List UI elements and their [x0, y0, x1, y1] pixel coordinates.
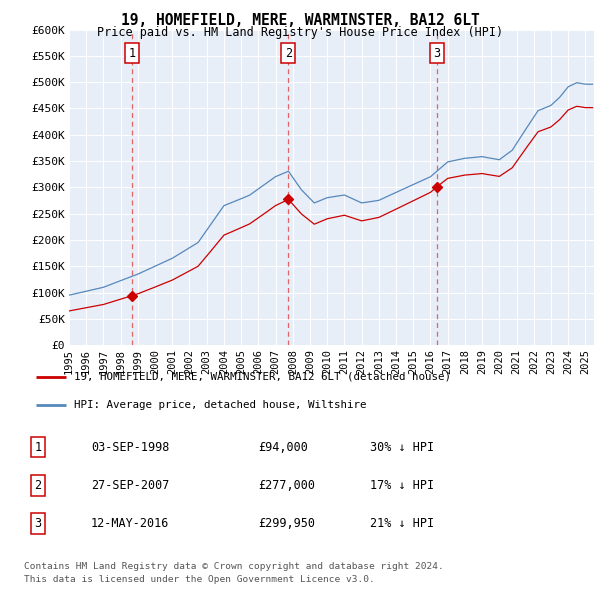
Text: Price paid vs. HM Land Registry's House Price Index (HPI): Price paid vs. HM Land Registry's House … — [97, 26, 503, 39]
Text: 21% ↓ HPI: 21% ↓ HPI — [370, 517, 434, 530]
Text: 27-SEP-2007: 27-SEP-2007 — [91, 478, 169, 492]
Text: 03-SEP-1998: 03-SEP-1998 — [91, 441, 169, 454]
Text: 1: 1 — [34, 441, 41, 454]
Text: 19, HOMEFIELD, MERE, WARMINSTER, BA12 6LT (detached house): 19, HOMEFIELD, MERE, WARMINSTER, BA12 6L… — [74, 372, 451, 382]
Text: £299,950: £299,950 — [259, 517, 316, 530]
Text: 2: 2 — [285, 47, 292, 60]
Text: 1: 1 — [128, 47, 136, 60]
Text: 3: 3 — [34, 517, 41, 530]
Text: £94,000: £94,000 — [259, 441, 308, 454]
Text: 30% ↓ HPI: 30% ↓ HPI — [370, 441, 434, 454]
Text: This data is licensed under the Open Government Licence v3.0.: This data is licensed under the Open Gov… — [24, 575, 375, 584]
Text: Contains HM Land Registry data © Crown copyright and database right 2024.: Contains HM Land Registry data © Crown c… — [24, 562, 444, 571]
Text: 17% ↓ HPI: 17% ↓ HPI — [370, 478, 434, 492]
Text: 19, HOMEFIELD, MERE, WARMINSTER, BA12 6LT: 19, HOMEFIELD, MERE, WARMINSTER, BA12 6L… — [121, 13, 479, 28]
Text: HPI: Average price, detached house, Wiltshire: HPI: Average price, detached house, Wilt… — [74, 400, 367, 410]
Text: £277,000: £277,000 — [259, 478, 316, 492]
Text: 3: 3 — [433, 47, 440, 60]
Text: 12-MAY-2016: 12-MAY-2016 — [91, 517, 169, 530]
Text: 2: 2 — [34, 478, 41, 492]
